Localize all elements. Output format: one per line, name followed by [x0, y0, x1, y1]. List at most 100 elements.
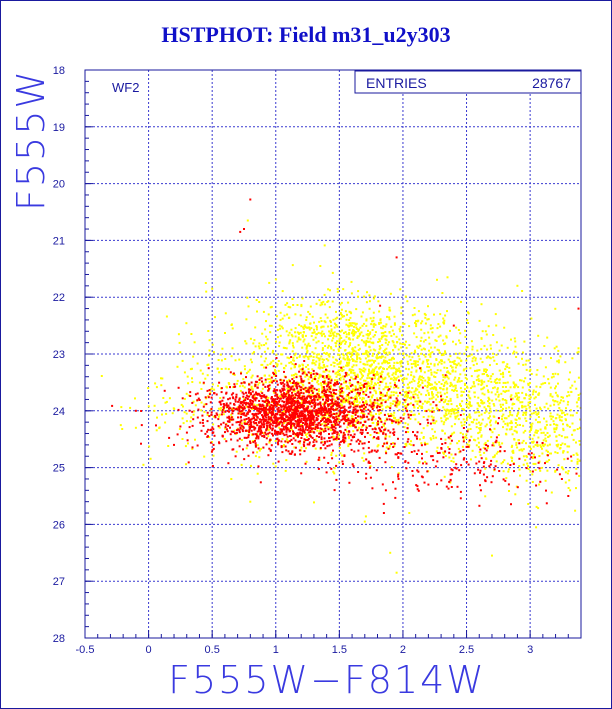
data-point: [341, 391, 344, 394]
data-point: [361, 431, 364, 434]
data-point: [461, 400, 464, 403]
data-point: [310, 395, 313, 398]
data-point: [420, 352, 423, 355]
data-point: [260, 344, 263, 347]
data-point: [531, 481, 534, 483]
data-point: [531, 422, 534, 425]
data-point: [274, 369, 276, 371]
data-point: [335, 310, 337, 313]
data-point: [142, 463, 145, 466]
data-point: [517, 362, 520, 365]
data-point: [571, 433, 574, 436]
data-point: [380, 375, 382, 378]
data-point: [300, 402, 303, 405]
data-point: [323, 392, 326, 395]
data-point: [294, 401, 297, 404]
data-point: [369, 391, 372, 394]
data-point: [343, 339, 346, 342]
data-point: [483, 401, 486, 404]
data-point: [417, 378, 420, 381]
data-point: [286, 302, 289, 305]
data-point: [277, 406, 280, 409]
data-point: [393, 376, 396, 379]
data-point: [330, 378, 333, 381]
data-point: [466, 416, 468, 419]
data-point: [413, 405, 416, 408]
data-point: [442, 317, 445, 320]
data-point: [506, 363, 509, 366]
data-point: [467, 440, 470, 443]
data-point: [294, 439, 297, 442]
data-point: [424, 384, 427, 387]
data-point: [323, 388, 326, 391]
data-point: [469, 367, 472, 370]
data-point: [410, 414, 412, 417]
data-point: [283, 422, 286, 424]
data-point: [276, 365, 279, 368]
data-point: [383, 334, 386, 337]
data-point: [421, 402, 424, 405]
data-point: [560, 409, 563, 412]
data-point: [257, 430, 260, 432]
data-point: [544, 426, 547, 429]
data-point: [211, 387, 214, 390]
data-point: [310, 384, 313, 387]
data-point: [345, 364, 348, 367]
data-point: [401, 380, 404, 383]
data-point: [327, 412, 329, 415]
data-point: [485, 333, 488, 336]
data-point: [464, 329, 467, 332]
data-point: [277, 396, 280, 399]
data-point: [273, 374, 276, 377]
data-point: [420, 328, 423, 331]
data-point: [380, 402, 383, 405]
data-point: [425, 450, 428, 453]
data-point: [417, 360, 419, 363]
data-point: [359, 421, 362, 424]
data-point: [277, 421, 280, 423]
data-point: [566, 451, 569, 454]
data-point: [291, 362, 294, 365]
data-point: [340, 419, 343, 422]
data-point: [539, 406, 541, 409]
data-point: [204, 396, 207, 399]
data-point: [442, 423, 445, 426]
data-point: [206, 364, 209, 366]
data-point: [324, 411, 327, 414]
data-point: [312, 331, 315, 334]
data-point: [432, 416, 435, 419]
data-point: [239, 406, 242, 409]
data-point: [502, 470, 505, 473]
data-point: [408, 386, 410, 389]
data-point: [539, 428, 542, 431]
data-point: [285, 330, 288, 333]
data-point: [444, 374, 447, 377]
data-point: [400, 312, 403, 315]
data-point: [402, 403, 405, 406]
data-point: [370, 341, 373, 344]
data-point: [439, 325, 442, 328]
data-point: [575, 401, 578, 404]
data-point: [420, 370, 422, 373]
data-point: [268, 281, 271, 284]
data-point: [368, 387, 371, 390]
data-point: [391, 340, 394, 343]
data-point: [238, 445, 241, 448]
data-point: [484, 425, 487, 428]
data-point: [407, 423, 410, 426]
data-point: [250, 387, 253, 390]
data-point: [287, 387, 290, 390]
data-point: [418, 344, 421, 347]
data-point: [524, 429, 527, 432]
data-point: [309, 322, 312, 325]
data-point: [449, 415, 452, 418]
data-point: [293, 412, 296, 415]
data-point: [466, 378, 468, 381]
data-point: [292, 431, 295, 434]
data-point: [504, 381, 507, 384]
data-point: [285, 398, 288, 401]
data-point: [264, 381, 267, 384]
data-point: [278, 345, 281, 348]
data-point: [194, 404, 197, 407]
data-point: [217, 415, 220, 418]
